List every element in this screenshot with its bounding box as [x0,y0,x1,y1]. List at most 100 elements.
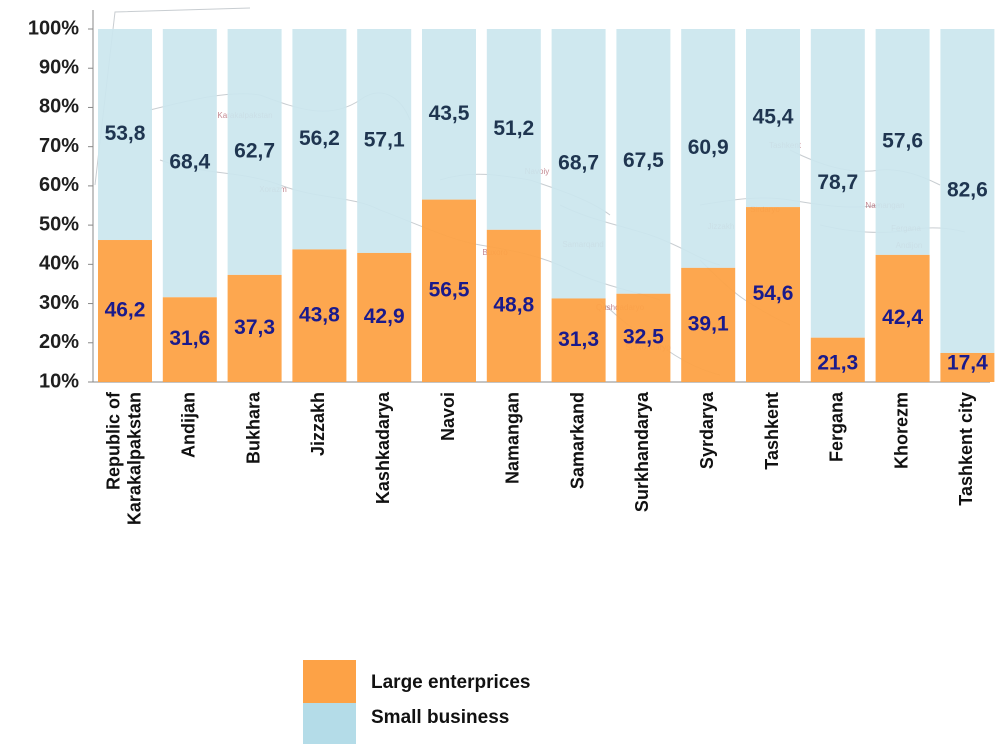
value-label-large-enterprices: 31,3 [558,328,599,351]
bar-large-enterprices-namangan [486,229,541,382]
x-category-label-line: Khorezm [891,392,911,469]
x-category-label-line: Tashkent city [956,392,976,506]
bar-large-enterprices-tashkent [746,207,800,382]
value-label-large-enterprices: 37,3 [234,316,275,339]
bar-small-business-namangan [486,29,541,230]
bar-large-enterprices-andijan [162,297,217,382]
y-tick-label: 90% [39,57,79,79]
value-label-small-business: 68,4 [169,151,210,174]
x-category-label-line: Surkhandarya [632,391,652,512]
bar-small-business-andijan [162,29,217,298]
x-category-label-line: Namangan [503,392,523,484]
value-label-small-business: 67,5 [623,149,664,172]
value-label-large-enterprices: 17,4 [947,352,988,375]
bar-large-enterprices-khorezm [875,254,930,382]
x-category-label-republic-of-karakalpakstan: Republic of Karakalpakstan [103,391,144,525]
value-label-small-business: 68,7 [558,151,599,174]
x-category-label-navoi: Navoi [438,392,458,441]
bar-small-business-surkhandarya [616,29,671,294]
bar-small-business-jizzakh [292,29,347,250]
value-label-large-enterprices: 31,6 [169,327,210,350]
value-label-small-business: 57,6 [882,130,923,153]
x-category-label-line: Samarkand [567,392,587,489]
value-label-small-business: 60,9 [688,136,729,159]
value-label-large-enterprices: 48,8 [493,293,534,316]
bar-large-enterprices-republic-of-karakalpakstan [98,240,152,382]
bar-large-enterprices-bukhara [227,274,282,382]
value-label-large-enterprices: 54,6 [753,282,794,305]
value-label-large-enterprices: 42,9 [364,305,405,328]
bar-small-business-kashkadarya [357,29,412,253]
y-tick-label: 50% [39,213,79,235]
legend-label-small-business: Small business [371,707,509,728]
value-labels: 46,2 53,8 31,6 68,4 37,3 62,7 43,8 56,2 42,9 57,1… [105,102,989,375]
value-label-large-enterprices: 32,5 [623,325,664,348]
value-label-large-enterprices: 43,8 [299,303,340,326]
x-category-label-khorezm: Khorezm [891,392,911,469]
bar-large-enterprices-navoi [422,199,476,382]
x-category-label-line: Republic of [103,391,123,490]
x-category-label-bukhara: Bukhara [243,391,263,464]
x-category-label-line: Fergana [827,391,847,462]
value-label-small-business: 57,1 [364,129,405,152]
y-tick-label: 30% [39,292,79,314]
bar-small-business-khorezm [875,29,930,255]
y-tick-label: 60% [39,174,79,196]
bar-small-business-tashkent [746,29,800,208]
value-label-small-business: 78,7 [817,171,858,194]
bar-small-business-samarkand [551,29,606,299]
x-category-label-line: Andijan [179,392,199,458]
value-label-small-business: 82,6 [947,179,988,202]
x-category-label-samarkand: Samarkand [567,392,587,489]
bar-small-business-syrdarya [681,29,736,268]
value-label-large-enterprices: 39,1 [688,312,729,335]
bars [98,29,995,382]
value-label-small-business: 62,7 [234,140,275,163]
value-label-small-business: 51,2 [493,117,534,140]
x-category-label-line: Tashkent [762,392,782,470]
bar-large-enterprices-kashkadarya [357,252,412,382]
x-category-label-line: Syrdarya [697,391,717,469]
legend-swatch-large-enterprices [303,660,356,703]
bar-large-enterprices-tashkent-city [940,352,995,382]
bar-small-business-tashkent-city [940,29,995,353]
y-tick-label: 40% [39,253,79,275]
bar-small-business-republic-of-karakalpakstan [98,29,152,241]
x-category-label-line: Bukhara [243,391,263,464]
bar-small-business-bukhara [227,29,282,275]
value-label-large-enterprices: 56,5 [429,278,470,301]
bar-large-enterprices-surkhandarya [616,293,671,382]
x-category-label-line: Navoi [438,392,458,441]
x-category-label-jizzakh: Jizzakh [308,392,328,456]
x-category-label-fergana: Fergana [827,391,847,462]
value-label-large-enterprices: 42,4 [882,306,923,329]
value-label-small-business: 45,4 [753,106,794,129]
legend-label-large-enterprices: Large enterprices [371,672,530,693]
value-label-small-business: 53,8 [105,122,146,145]
y-tick-label: 100% [28,17,79,39]
x-category-label-line: Jizzakh [308,392,328,456]
value-label-small-business: 56,2 [299,127,340,150]
bar-large-enterprices-jizzakh [292,249,347,382]
y-tick-label: 10% [39,370,79,392]
y-tick-label: 20% [39,331,79,353]
value-label-large-enterprices: 21,3 [817,352,858,375]
legend-swatch-small-business [303,703,356,744]
x-category-label-tashkent-city: Tashkent city [956,392,976,506]
value-label-small-business: 43,5 [429,102,470,125]
x-category-label-tashkent: Tashkent [762,392,782,470]
bar-large-enterprices-syrdarya [681,267,736,382]
x-category-label-surkhandarya: Surkhandarya [632,391,652,512]
y-tick-label: 70% [39,135,79,157]
x-category-label-kashkadarya: Kashkadarya [373,391,393,504]
x-category-label-andijan: Andijan [179,392,199,458]
value-label-large-enterprices: 46,2 [105,299,146,322]
bar-small-business-fergana [810,29,865,338]
x-category-label-line: Karakalpakstan [124,392,144,525]
bar-small-business-navoi [422,29,476,200]
x-category-label-syrdarya: Syrdarya [697,391,717,469]
x-axis-labels: Republic of Karakalpakstan Andijan Bukhara J… [103,391,976,525]
bar-large-enterprices-fergana [810,337,865,382]
x-category-label-namangan: Namangan [503,392,523,484]
